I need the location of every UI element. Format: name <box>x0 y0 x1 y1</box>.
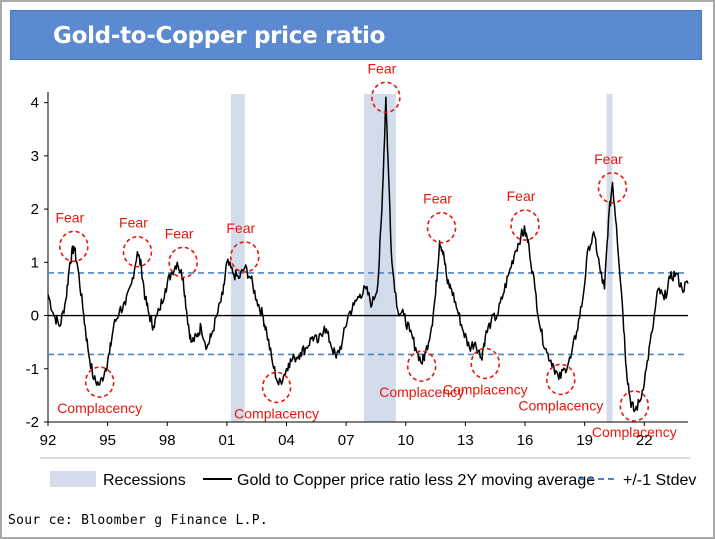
legend-stdev: +/-1 Stdev <box>623 472 696 489</box>
x-tick-label: 95 <box>99 432 116 449</box>
annotation-label-complacency: Complacency <box>518 397 603 413</box>
x-tick-label: 92 <box>40 432 57 449</box>
annotation-label-fear: Fear <box>594 151 623 167</box>
annotation-label-fear: Fear <box>226 220 255 236</box>
annotation-label-complacency: Complacency <box>592 424 677 440</box>
x-tick-label: 07 <box>338 432 355 449</box>
legend-ratio: Gold to Copper price ratio less 2Y movin… <box>237 472 595 489</box>
y-tick-label: 4 <box>31 95 39 112</box>
annotation-label-complacency: Complacency <box>443 381 528 397</box>
annotation-circle-9 <box>261 371 292 404</box>
annotation-circle-6 <box>510 209 540 241</box>
annotation-circle-4 <box>371 81 401 114</box>
annotation-label-fear: Fear <box>165 225 194 241</box>
annotation-circle-5 <box>426 211 457 244</box>
y-tick-label: 0 <box>31 308 39 325</box>
recession-band-0 <box>230 94 245 422</box>
x-tick-label: 22 <box>636 432 653 449</box>
y-tick-label: -2 <box>26 414 39 431</box>
ratio-series-line <box>47 96 689 413</box>
annotation-circle-13 <box>619 390 650 422</box>
x-tick-label: 16 <box>517 432 534 449</box>
legend-recession-swatch <box>50 471 96 487</box>
x-tick-label: 19 <box>576 432 593 449</box>
x-tick-label: 98 <box>159 432 176 449</box>
annotation-label-complacency: Complacency <box>379 384 464 400</box>
annotation-circle-3 <box>229 241 260 273</box>
annotation-circle-8 <box>84 366 115 398</box>
annotation-label-fear: Fear <box>423 191 452 207</box>
x-tick-label: 01 <box>219 432 236 449</box>
recession-band-2 <box>606 94 613 422</box>
title-banner: Gold-to-Copper price ratio <box>10 10 702 60</box>
y-tick-label: 3 <box>31 148 39 165</box>
y-tick-label: 1 <box>31 254 39 271</box>
x-tick-label: 13 <box>457 432 474 449</box>
legend-recessions: Recessions <box>103 472 186 489</box>
annotation-label-complacency: Complacency <box>57 400 142 416</box>
annotation-label-fear: Fear <box>507 188 536 204</box>
annotation-label-fear: Fear <box>367 60 396 76</box>
y-tick-label: 2 <box>31 201 39 218</box>
chart-title: Gold-to-Copper price ratio <box>53 23 386 49</box>
annotation-label-fear: Fear <box>119 215 148 231</box>
annotation-circle-12 <box>545 363 576 396</box>
x-tick-label: 04 <box>278 432 295 449</box>
annotation-circle-2 <box>168 246 198 279</box>
annotation-circle-7 <box>597 172 628 204</box>
annotation-circle-10 <box>406 350 437 382</box>
annotation-circle-11 <box>470 347 501 380</box>
annotation-label-fear: Fear <box>55 209 84 225</box>
annotation-circle-1 <box>122 235 153 268</box>
source-note: Sour ce: Bloomber g Finance L.P. <box>8 513 269 528</box>
annotation-label-complacency: Complacency <box>234 405 319 421</box>
y-tick-label: -1 <box>26 361 39 378</box>
annotation-circle-0 <box>59 230 89 263</box>
x-tick-label: 10 <box>397 432 414 449</box>
